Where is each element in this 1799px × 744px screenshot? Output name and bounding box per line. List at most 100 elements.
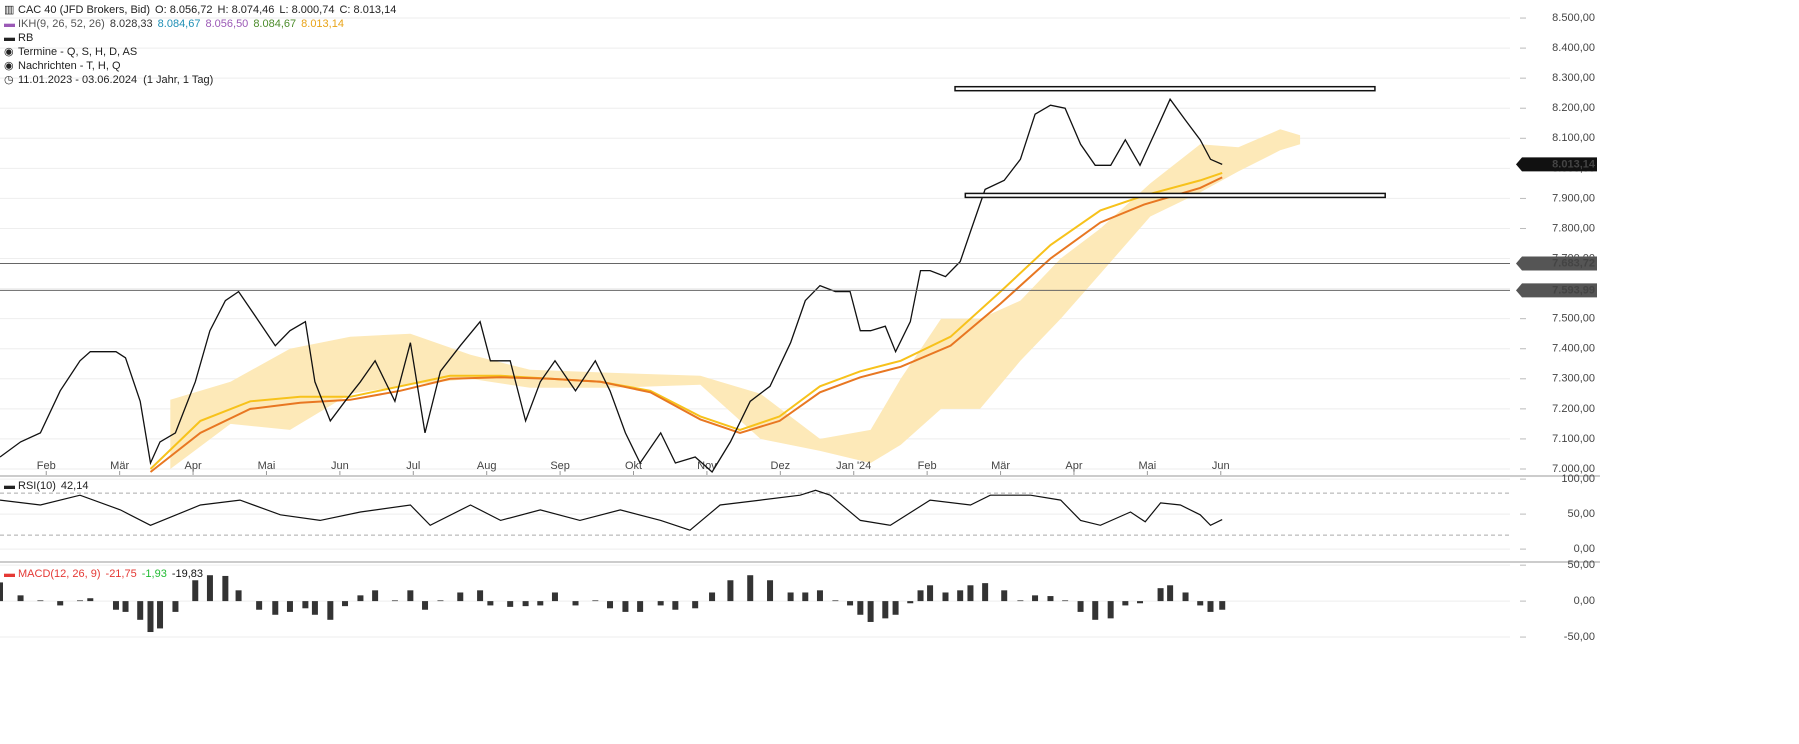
x-tick-label: Feb: [918, 460, 937, 472]
rsi-title: RSI(10): [18, 480, 56, 492]
histogram-bar: [927, 585, 934, 602]
histogram-bar: [342, 601, 349, 607]
histogram-bar: [1062, 600, 1069, 602]
histogram-bar: [235, 590, 242, 602]
histogram-bar: [157, 601, 164, 629]
price-tag-label: 7.683,72: [1552, 257, 1595, 269]
x-tick-label: Dez: [771, 460, 791, 472]
histogram-bar: [607, 601, 614, 609]
indicator-value: -21,75: [105, 568, 137, 580]
histogram-bar: [847, 601, 854, 606]
histogram-bar: [522, 601, 529, 607]
x-tick-label: Jun: [1212, 460, 1230, 472]
moving-average: [149, 176, 1223, 473]
histogram-bar: [592, 600, 599, 602]
histogram-bar: [1017, 600, 1024, 602]
x-tick-label: Sep: [550, 460, 570, 472]
header-line[interactable]: ◉ Nachrichten - T, H, Q: [4, 59, 126, 73]
indicator-value: -19,83: [171, 568, 204, 580]
histogram-bar: [917, 590, 924, 602]
histogram-bar: [1047, 596, 1054, 602]
x-tick-label: Mai: [258, 460, 276, 472]
x-tick-label: Aug: [477, 460, 497, 472]
indicator-value: 8.056,50: [205, 18, 249, 30]
x-tick-label: Apr: [1065, 460, 1082, 472]
histogram-bar: [727, 580, 734, 602]
icon: ◉: [4, 46, 14, 58]
histogram-bar: [637, 601, 644, 612]
icon: ◷: [4, 74, 14, 86]
histogram-bar: [892, 601, 899, 615]
y-tick-label: 50,00: [1567, 508, 1595, 520]
histogram-bar: [747, 575, 754, 602]
x-tick-label: Jul: [406, 460, 420, 472]
y-tick-label: 8.500,00: [1552, 12, 1595, 24]
histogram-bar: [942, 592, 949, 602]
histogram-bar: [327, 601, 334, 620]
channel-line: [954, 85, 1376, 92]
histogram-bar: [657, 601, 664, 606]
histogram-bar: [286, 601, 293, 612]
histogram-bar: [709, 592, 716, 602]
histogram-bar: [477, 590, 484, 602]
histogram-bar: [1137, 601, 1144, 604]
histogram-bar: [172, 601, 179, 612]
histogram-bar: [222, 575, 229, 602]
histogram-bar: [1182, 592, 1189, 602]
y-tick-label: 8.300,00: [1552, 72, 1595, 84]
histogram-bar: [787, 592, 794, 602]
histogram-bar: [907, 601, 914, 604]
macd-title: MACD(12, 26, 9): [18, 568, 101, 580]
y-tick-label: 7.200,00: [1552, 403, 1595, 415]
y-tick-label: 8.100,00: [1552, 132, 1595, 144]
histogram-bar: [122, 601, 129, 612]
indicator-label: Termine - Q, S, H, D, AS: [18, 46, 138, 58]
histogram-bar: [112, 601, 119, 610]
ohlc-label: O: 8.056,72: [155, 4, 213, 16]
price-tag-label: 7.593,99: [1552, 284, 1595, 296]
x-tick-label: Mär: [110, 460, 129, 472]
histogram-bar: [672, 601, 679, 610]
y-tick-label: 7.000,00: [1552, 463, 1595, 475]
header-line[interactable]: ◉ Termine - Q, S, H, D, AS: [4, 45, 142, 59]
histogram-bar: [1032, 595, 1039, 602]
indicator-value: 8.084,67: [157, 18, 201, 30]
price-line: [0, 489, 1223, 531]
histogram-bar: [311, 601, 318, 615]
rsi-value: 42,14: [60, 480, 89, 492]
icon: ▥: [4, 4, 15, 16]
x-tick-label: Okt: [625, 460, 642, 472]
x-tick-label: Jun: [331, 460, 349, 472]
y-tick-label: -50,00: [1564, 631, 1595, 643]
indicator-label: RB: [18, 32, 34, 44]
histogram-bar: [802, 592, 809, 602]
histogram-bar: [192, 580, 199, 602]
y-tick-label: 50,00: [1567, 559, 1595, 571]
channel-line: [964, 192, 1386, 199]
header-line: ▬ IKH(9, 26, 52, 26) 8.028,33 8.084,67 8.056…: [4, 17, 349, 31]
icon: ▬: [4, 568, 15, 580]
histogram-bar: [87, 598, 94, 602]
y-tick-label: 7.900,00: [1552, 192, 1595, 204]
ohlc-label: L: 8.000,74: [279, 4, 335, 16]
y-tick-label: 7.300,00: [1552, 373, 1595, 385]
y-tick-label: 8.400,00: [1552, 42, 1595, 54]
histogram-bar: [551, 592, 558, 602]
histogram-bar: [1001, 590, 1008, 602]
histogram-bar: [272, 601, 279, 615]
histogram-bar: [816, 590, 823, 602]
histogram-bar: [357, 595, 364, 602]
histogram-bar: [967, 585, 974, 602]
x-tick-label: Jan '24: [836, 460, 871, 472]
histogram-bar: [1122, 601, 1129, 606]
macd-header: ▬ MACD(12, 26, 9) -21,75 -1,93 -19,83: [4, 567, 208, 581]
histogram-bar: [407, 590, 414, 602]
histogram-bar: [457, 592, 464, 602]
price-line: [0, 97, 1223, 474]
y-tick-label: 100,00: [1561, 473, 1595, 485]
indicator-value: 8.028,33: [109, 18, 153, 30]
histogram-bar: [832, 600, 839, 602]
y-tick-label: 8.200,00: [1552, 102, 1595, 114]
histogram-bar: [982, 583, 989, 602]
